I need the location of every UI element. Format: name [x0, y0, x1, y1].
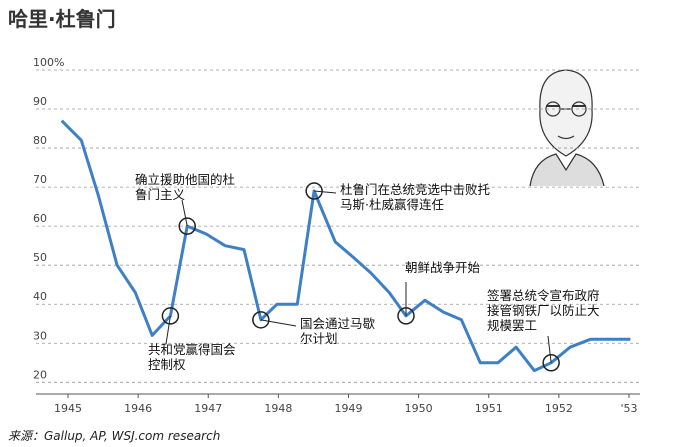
x-tick-label: 1947 — [194, 402, 222, 415]
y-tick-label: 40 — [33, 290, 47, 303]
annotation: 规模罢工 — [487, 318, 537, 333]
annotation-marker — [252, 311, 270, 329]
annotation-marker — [305, 182, 323, 200]
y-tick-label: 50 — [33, 251, 47, 264]
x-tick-label: 1951 — [475, 402, 503, 415]
y-tick-label: 30 — [33, 329, 47, 342]
annotation: 控制权 — [148, 357, 186, 372]
y-tick-label: 60 — [33, 212, 47, 225]
annotation: 共和党赢得国会 — [148, 342, 236, 357]
leader — [547, 335, 552, 363]
annotation: 接管钢铁厂以防止大 — [487, 303, 600, 318]
x-tick-label: 1948 — [264, 402, 292, 415]
x-tick-label: 1945 — [54, 402, 82, 415]
annotation-marker — [178, 217, 196, 235]
annotation: 杜鲁门在总统竞选中击败托 — [340, 182, 490, 197]
annotation-marker — [397, 307, 415, 325]
x-tick-label: 1950 — [405, 402, 433, 415]
y-tick-label: 80 — [33, 134, 47, 147]
annotation: 朝鲜战争开始 — [405, 260, 481, 275]
y-tick-label: 100% — [33, 56, 64, 69]
y-tick-label: 70 — [33, 173, 47, 186]
x-tick-label: 1952 — [545, 402, 573, 415]
annotation: 国会通过马歇 — [300, 316, 376, 331]
annotation: 确立援助他国的杜 — [135, 172, 235, 187]
y-tick-label: 90 — [33, 95, 47, 108]
leader — [165, 315, 171, 345]
annotation: 签署总统令宣布政府 — [487, 288, 600, 303]
annotation-marker — [161, 307, 180, 325]
annotation-marker — [542, 354, 560, 372]
annotation: 马斯·杜威赢得连任 — [340, 197, 444, 212]
x-tick-label: 1946 — [124, 402, 152, 415]
y-tick-label: 20 — [33, 368, 47, 381]
x-tick-label: '53 — [620, 402, 637, 415]
chart-title: 哈里·杜鲁门 — [8, 7, 116, 31]
x-tick-label: 1949 — [335, 402, 363, 415]
source: 来源：Gallup, AP, WSJ.com research — [8, 429, 220, 443]
annotation: 鲁门主义 — [135, 187, 186, 202]
leader — [314, 190, 337, 194]
annotation: 尔计划 — [300, 331, 338, 346]
leader — [260, 319, 297, 327]
portrait — [520, 62, 608, 187]
leader — [181, 199, 188, 227]
line — [60, 119, 631, 373]
